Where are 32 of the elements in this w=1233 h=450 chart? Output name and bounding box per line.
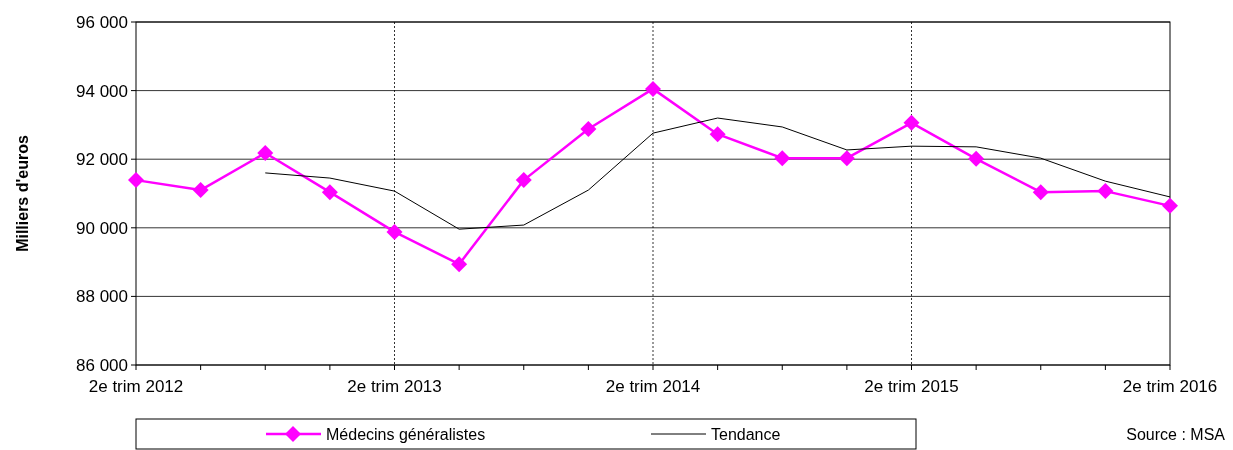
point	[968, 150, 985, 167]
x-tick-label: 2e trim 2016	[1122, 377, 1218, 396]
y-tick-label: 96 000	[76, 12, 128, 32]
point	[451, 256, 468, 273]
point	[321, 184, 338, 201]
x-tick-label: 2e trim 2012	[88, 377, 184, 396]
point	[257, 145, 274, 162]
x-tick-label: 2e trim 2014	[605, 377, 701, 396]
y-tick-label: 94 000	[76, 81, 128, 101]
point	[903, 114, 920, 131]
x-tick-label: 2e trim 2013	[347, 377, 442, 396]
point	[192, 182, 209, 199]
y-axis-title: Milliers d'euros	[14, 135, 31, 252]
point	[580, 121, 597, 138]
point	[838, 150, 855, 167]
y-tick-label: 92 000	[76, 150, 128, 170]
point	[1097, 183, 1114, 200]
point	[128, 172, 144, 189]
point	[645, 80, 661, 97]
legend-label: Médecins généralistes	[326, 425, 486, 443]
point	[386, 223, 403, 240]
point	[515, 172, 532, 189]
x-tick-label: 2e trim 2015	[864, 377, 959, 396]
legend-label: Tendance	[711, 425, 781, 443]
y-tick-label: 86 000	[76, 355, 128, 375]
source-note: Source : MSA	[1126, 426, 1226, 443]
point	[709, 126, 726, 143]
y-tick-label: 90 000	[76, 218, 128, 238]
point	[1162, 197, 1178, 214]
point	[774, 150, 791, 167]
y-tick-label: 88 000	[76, 287, 128, 307]
point	[1032, 184, 1049, 201]
